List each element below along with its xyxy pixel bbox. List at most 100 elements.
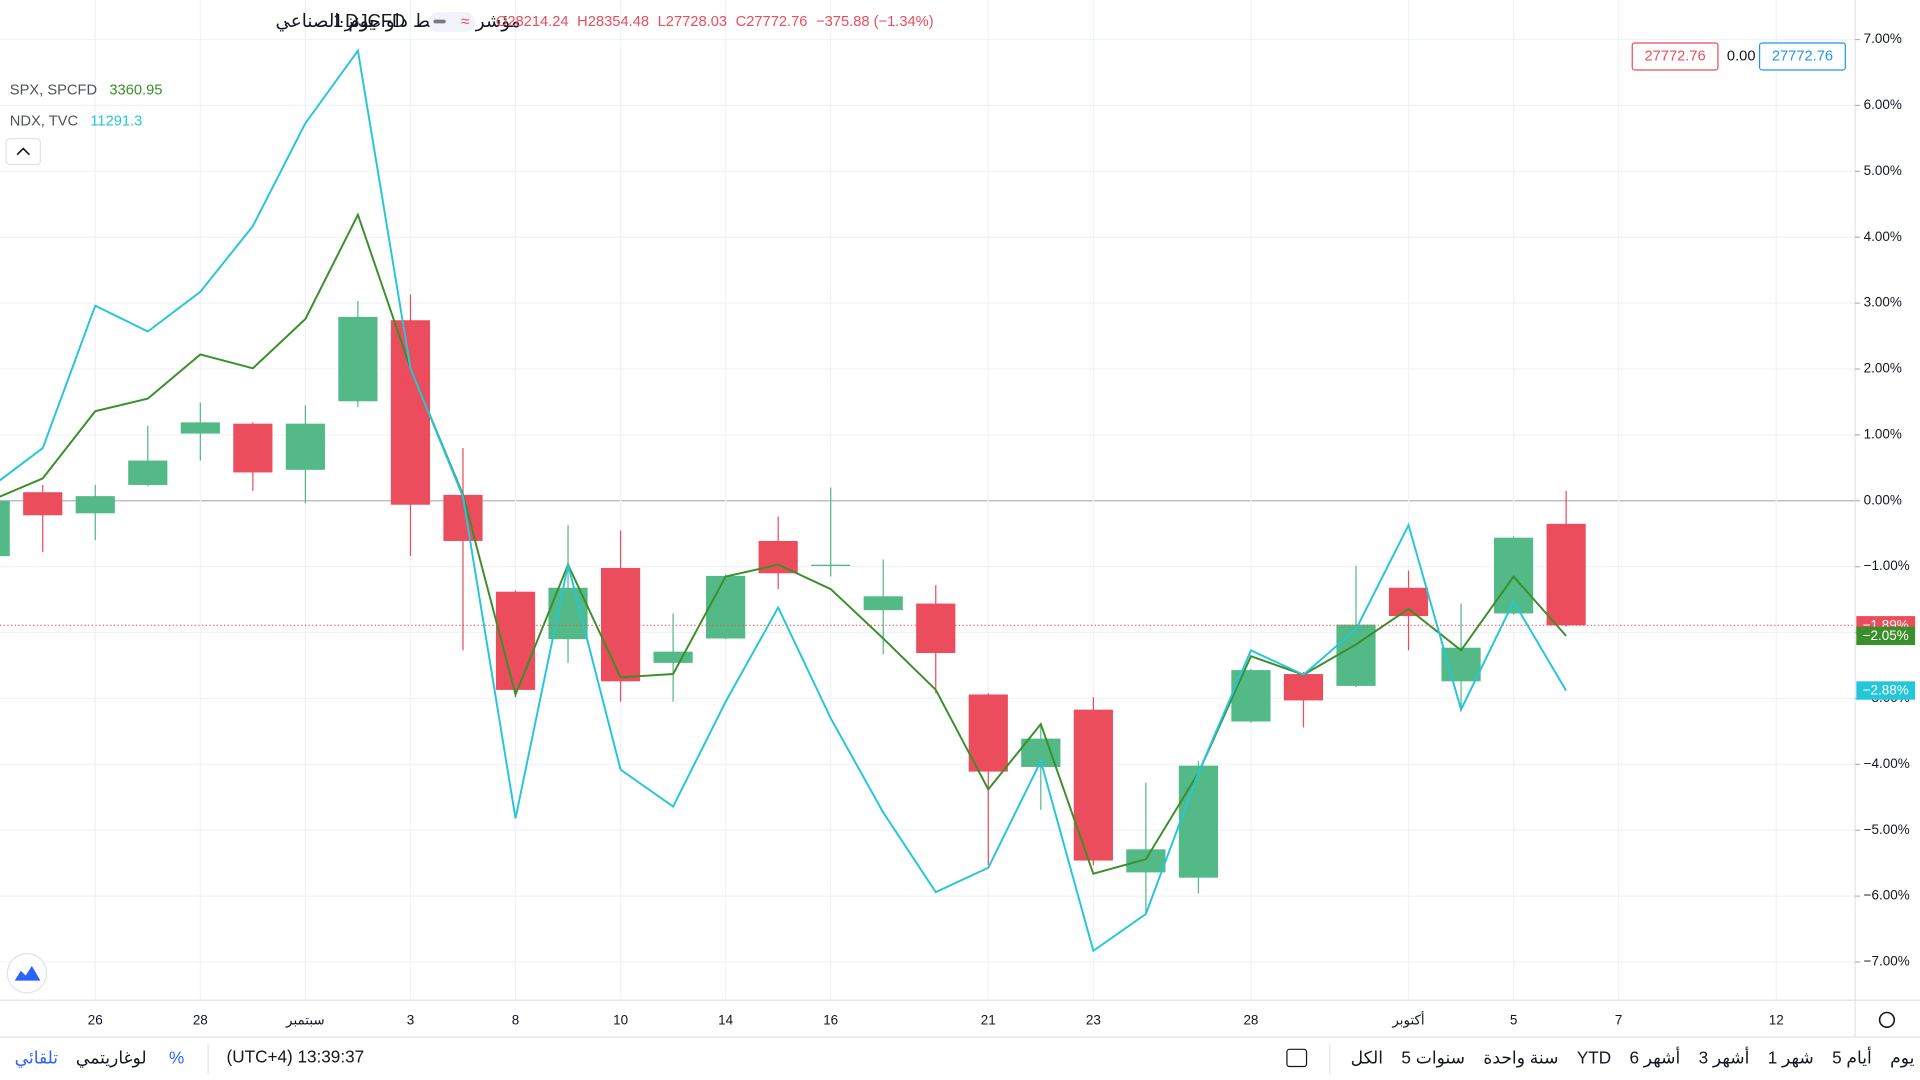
range-button[interactable]: 5 سنوات xyxy=(1401,1048,1465,1068)
clock: (UTC+4) 13:39:37 xyxy=(227,1046,365,1066)
ohlc-value: −375.88 (−1.34%) xyxy=(816,14,934,30)
candle-body xyxy=(916,603,956,653)
candle-body xyxy=(811,564,851,567)
separator: · xyxy=(282,10,288,31)
toolbar: الكل 5 سنوات سنة واحدة YTD 6 أشهر 3 أشهر 1 شهر… xyxy=(15,1046,1915,1068)
legend-name: SPX, SPCFD xyxy=(10,83,97,99)
candle-body xyxy=(75,496,115,514)
y-tick-label: 2.00% xyxy=(1864,361,1902,376)
y-tick-label: 4.00% xyxy=(1864,229,1902,244)
x-tick-label: 5 xyxy=(1510,1013,1517,1028)
candle-body xyxy=(706,575,746,639)
badge-icon: ≈ xyxy=(461,13,470,30)
x-tick-label: 28 xyxy=(193,1013,208,1028)
x-tick-label: 8 xyxy=(512,1013,519,1028)
log-toggle[interactable]: لوغاريتمي xyxy=(76,1048,147,1069)
y-tick-label: −7.00% xyxy=(1864,954,1910,969)
price-boxes: 27772.76 0.00 27772.76 xyxy=(1631,42,1846,71)
settings-icon[interactable] xyxy=(1878,1011,1896,1029)
badge-icon xyxy=(433,19,446,24)
candle-body xyxy=(495,591,536,690)
x-tick-label: 23 xyxy=(1086,1013,1101,1028)
logo-icon xyxy=(14,965,41,981)
ohlc-value: C27772.76 xyxy=(736,14,808,30)
interval[interactable]: يوم 1 xyxy=(333,10,374,32)
collapse-button[interactable] xyxy=(5,138,42,166)
x-tick-label: 7 xyxy=(1615,1013,1622,1028)
range-button[interactable]: يوم xyxy=(1890,1048,1914,1068)
price-box-value: 27772.76 xyxy=(1772,48,1833,64)
x-tick-label: 3 xyxy=(407,1013,414,1028)
price-box-value: 27772.76 xyxy=(1644,48,1705,64)
y-tick-label: −5.00% xyxy=(1864,822,1910,837)
range-button[interactable]: سنة واحدة xyxy=(1483,1048,1558,1068)
candle-body xyxy=(0,500,10,557)
y-tick-label: −1.00% xyxy=(1864,558,1910,573)
range-button[interactable]: 1 شهر xyxy=(1768,1048,1814,1069)
ohlc-value: L27728.03 xyxy=(658,14,727,30)
y-tick-label: −6.00% xyxy=(1864,888,1910,903)
x-tick-label: 26 xyxy=(88,1013,103,1028)
candle-body xyxy=(390,320,431,505)
ohlc-value: H28354.48 xyxy=(577,14,649,30)
price-tag-label: −2.88% xyxy=(1863,683,1909,698)
candle-body xyxy=(285,423,325,470)
legend-value: 3360.95 xyxy=(109,83,162,99)
candle-body xyxy=(863,596,903,611)
x-tick-label: سبتمبر xyxy=(285,1013,325,1029)
candle-body xyxy=(1126,849,1166,873)
candle-body xyxy=(1388,587,1429,617)
candle-body xyxy=(1336,624,1376,686)
price-tag xyxy=(1856,681,1916,700)
percent-toggle[interactable]: % xyxy=(169,1048,184,1068)
price-box-value: 0.00 xyxy=(1727,48,1756,64)
y-tick-label: 0.00% xyxy=(1864,492,1902,507)
ohlc-values: O28214.24 H28354.48 L27728.03 C27772.76 −375… xyxy=(496,14,934,30)
instrument-title: مؤشر متوسط داو جونز الصناعي xyxy=(276,10,521,32)
ohlc-value: O28214.24 xyxy=(496,14,569,30)
x-tick-label: 14 xyxy=(718,1013,733,1028)
y-tick-label: 5.00% xyxy=(1864,163,1902,178)
range-button[interactable]: الكل xyxy=(1351,1048,1383,1068)
x-tick-label: 12 xyxy=(1769,1013,1784,1028)
auto-toggle[interactable]: تلقائي xyxy=(15,1048,59,1069)
range-button[interactable]: YTD xyxy=(1577,1048,1611,1068)
x-tick-label: 21 xyxy=(981,1013,996,1028)
y-tick-label: 3.00% xyxy=(1864,295,1902,310)
candle-body xyxy=(653,651,693,663)
price-box xyxy=(1758,42,1846,71)
range-button[interactable]: 6 أشهر xyxy=(1629,1047,1680,1069)
range-button[interactable]: 3 أشهر xyxy=(1699,1047,1750,1069)
compare-badge[interactable] xyxy=(428,12,476,32)
candle-body xyxy=(338,316,378,402)
x-tick-label: 10 xyxy=(613,1013,628,1028)
price-tag-label: −2.05% xyxy=(1863,628,1909,643)
plot-area xyxy=(0,48,1856,953)
candle-body xyxy=(180,422,220,434)
price-box xyxy=(1631,42,1719,71)
series-line xyxy=(0,48,1567,953)
logo[interactable] xyxy=(6,952,48,994)
candle-body xyxy=(1073,709,1113,861)
legend-name: NDX, TVC xyxy=(10,113,79,129)
y-tick-label: −4.00% xyxy=(1864,756,1910,771)
candle-body xyxy=(233,423,273,473)
symbol[interactable]: DJCFD xyxy=(345,10,405,31)
x-tick-label: أكتوبر xyxy=(1391,1011,1424,1029)
price-tag xyxy=(1856,626,1916,646)
y-tick-label: 6.00% xyxy=(1864,97,1902,112)
legend: SPX, SPCFD 3360.95 NDX, TVC 11291.3 xyxy=(10,83,163,130)
axes: −7.00%−6.00%−5.00%−4.00%−3.00%−2.00%−1.0… xyxy=(88,31,1916,1029)
candle-body xyxy=(1231,670,1271,722)
x-tick-label: 28 xyxy=(1243,1013,1258,1028)
legend-value: 11291.3 xyxy=(90,113,142,129)
compare-range-icon[interactable] xyxy=(1286,1048,1308,1068)
chevron-icon xyxy=(16,147,30,156)
range-button[interactable]: 5 أيام xyxy=(1832,1047,1872,1068)
x-tick-label: 16 xyxy=(823,1013,838,1028)
candle-body xyxy=(128,460,168,485)
candle-body xyxy=(600,567,641,682)
